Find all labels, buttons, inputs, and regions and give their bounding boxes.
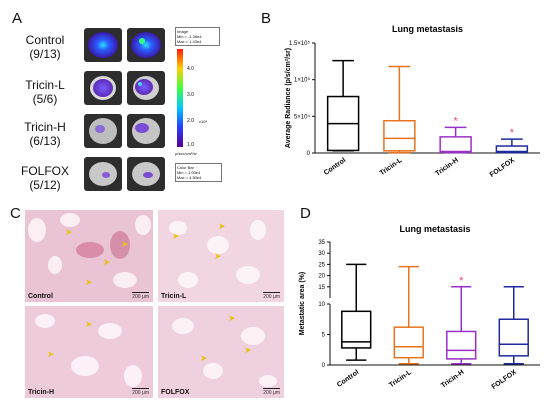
tumor-arrow: ➤ bbox=[47, 349, 55, 359]
significance-star: * bbox=[510, 127, 515, 139]
tumor-arrow: ➤ bbox=[200, 353, 208, 363]
colorbar-tick: 1.0 bbox=[187, 142, 194, 148]
scale-bar: 200 μm bbox=[132, 388, 149, 396]
histology-image-folfox: ➤ ➤ ➤ FOLFOX 200 μm bbox=[158, 306, 284, 398]
category-label: Tricin-L bbox=[388, 368, 413, 389]
box-iqr bbox=[446, 330, 477, 360]
y-tick-label: 1.5×10⁵ bbox=[289, 40, 311, 47]
chart-title: Lung metastasis bbox=[392, 24, 463, 34]
y-tick-label: 1×10⁵ bbox=[294, 77, 311, 84]
colorbar-tick: 2.0 bbox=[187, 118, 194, 124]
histology-image-control: ➤ ➤ ➤ ➤ Control 200 μm bbox=[25, 210, 153, 302]
colorbar-info-box: Color Bar Min = 1.00e4 Max = 4.50e4 bbox=[175, 163, 222, 182]
y-tick-label: 30 bbox=[318, 251, 325, 257]
y-tick-label: 35 bbox=[318, 240, 325, 246]
tumor-arrow: ➤ bbox=[121, 239, 129, 249]
category-label: Control bbox=[323, 157, 347, 177]
histology-label: Tricin-L bbox=[161, 293, 187, 300]
colorbar-info-max: Max = 4.50e4 bbox=[177, 175, 202, 180]
scale-bar: 200 μm bbox=[132, 292, 149, 300]
colorbar-info-min: Min = 1.00e4 bbox=[177, 170, 201, 175]
y-tick-label: 0 bbox=[322, 363, 326, 369]
significance-star: * bbox=[459, 275, 464, 287]
chart-title: Lung metastasis bbox=[399, 224, 470, 234]
chart-b-average-radiance: Lung metastasis 0 5×10⁴ 1×10⁵ 1.5×10⁵Average… bbox=[285, 24, 540, 179]
histology-texture bbox=[25, 210, 153, 302]
tumor-arrow: ➤ bbox=[65, 227, 73, 237]
tumor-arrow: ➤ bbox=[103, 257, 111, 267]
chart-d-metastatic-area: Lung metastasis 0 5 10 15 20 25 30 35 Metastatic … bbox=[299, 224, 540, 391]
tumor-arrow: ➤ bbox=[218, 221, 226, 231]
panel-c-letter: C bbox=[10, 205, 21, 222]
group-count: (9/13) bbox=[29, 47, 61, 61]
y-tick-label: 20 bbox=[318, 274, 325, 280]
tumor-arrow: ➤ bbox=[172, 231, 180, 241]
group-count: (5/12) bbox=[29, 178, 61, 192]
tumor-arrow: ➤ bbox=[244, 345, 252, 355]
histology-texture bbox=[158, 210, 284, 302]
image-info-max: Max = 1.43e4 bbox=[177, 39, 202, 44]
tumor-arrow: ➤ bbox=[228, 313, 236, 323]
colorbar-tick: 4.0 bbox=[187, 66, 194, 72]
tumor-arrow: ➤ bbox=[85, 277, 93, 287]
category-label: FOLFOX bbox=[491, 369, 519, 391]
y-axis-label: Metastatic area (%) bbox=[299, 272, 306, 335]
colorbar-unit: p/sec/cm²/sr bbox=[175, 151, 197, 156]
y-axis-label: Average Radiance (p/s/cm²/sr) bbox=[285, 48, 292, 148]
y-tick-label: 15 bbox=[318, 285, 325, 291]
y-tick-label: 5 bbox=[322, 333, 326, 339]
significance-star: * bbox=[453, 115, 458, 127]
y-tick-label: 25 bbox=[318, 262, 325, 268]
category-label: FOLFOX bbox=[489, 157, 517, 179]
group-count: (5/6) bbox=[32, 92, 58, 106]
group-label-tricin-l: Tricin-L (5/6) bbox=[10, 78, 80, 106]
box-iqr bbox=[498, 318, 529, 357]
histology-label: Tricin-H bbox=[28, 389, 55, 396]
group-label-folfox: FOLFOX (5/12) bbox=[10, 164, 80, 192]
box-iqr bbox=[393, 326, 424, 359]
group-name: Tricin-L bbox=[25, 78, 65, 92]
histology-label: FOLFOX bbox=[161, 389, 190, 396]
group-name: Tricin-H bbox=[24, 120, 66, 134]
group-name: FOLFOX bbox=[20, 164, 69, 178]
scale-bar: 200 μm bbox=[263, 292, 280, 300]
histology-texture bbox=[25, 306, 153, 398]
scale-bar: 200 μm bbox=[263, 388, 280, 396]
histology-label: Control bbox=[28, 293, 53, 300]
panel-a-letter: A bbox=[12, 10, 23, 27]
group-name: Control bbox=[25, 33, 65, 47]
category-label: Tricin-H bbox=[440, 369, 465, 390]
image-info-min: Min = -1.36e4 bbox=[177, 34, 202, 39]
box-iqr bbox=[341, 310, 372, 349]
image-info-title: Image bbox=[177, 29, 189, 34]
y-tick-label: 5×10⁴ bbox=[294, 113, 311, 120]
box-iqr bbox=[383, 119, 416, 152]
panel-b-letter: B bbox=[261, 10, 272, 27]
colorbar bbox=[177, 49, 183, 147]
box-iqr bbox=[439, 136, 472, 154]
panel-d-letter: D bbox=[300, 205, 311, 222]
histology-texture bbox=[158, 306, 284, 398]
category-label: Control bbox=[336, 369, 360, 389]
colorbar-info-title: Color Bar bbox=[177, 165, 194, 170]
group-label-control: Control (9/13) bbox=[10, 33, 80, 61]
histology-image-tricin-l: ➤ ➤ ➤ Tricin-L 200 μm bbox=[158, 210, 284, 302]
colorbar-unit-exp: x10⁴ bbox=[199, 119, 208, 124]
tumor-arrow: ➤ bbox=[85, 319, 93, 329]
ivis-lung-images bbox=[84, 28, 165, 191]
tumor-arrow: ➤ bbox=[214, 251, 222, 261]
category-label: Tricin-L bbox=[379, 156, 404, 177]
group-label-tricin-h: Tricin-H (6/13) bbox=[10, 120, 80, 148]
y-tick-label: 0 bbox=[307, 151, 311, 157]
radiance-legend: Image Min = -1.36e4 Max = 1.43e4 4.0 3.0… bbox=[175, 27, 220, 162]
category-label: Tricin-H bbox=[434, 157, 459, 178]
histology-image-tricin-h: ➤ ➤ Tricin-H 200 μm bbox=[25, 306, 153, 398]
colorbar-tick: 3.0 bbox=[187, 92, 194, 98]
group-count: (6/13) bbox=[29, 134, 61, 148]
y-tick-label: 10 bbox=[318, 302, 325, 308]
image-info-box: Image Min = -1.36e4 Max = 1.43e4 bbox=[175, 27, 220, 46]
